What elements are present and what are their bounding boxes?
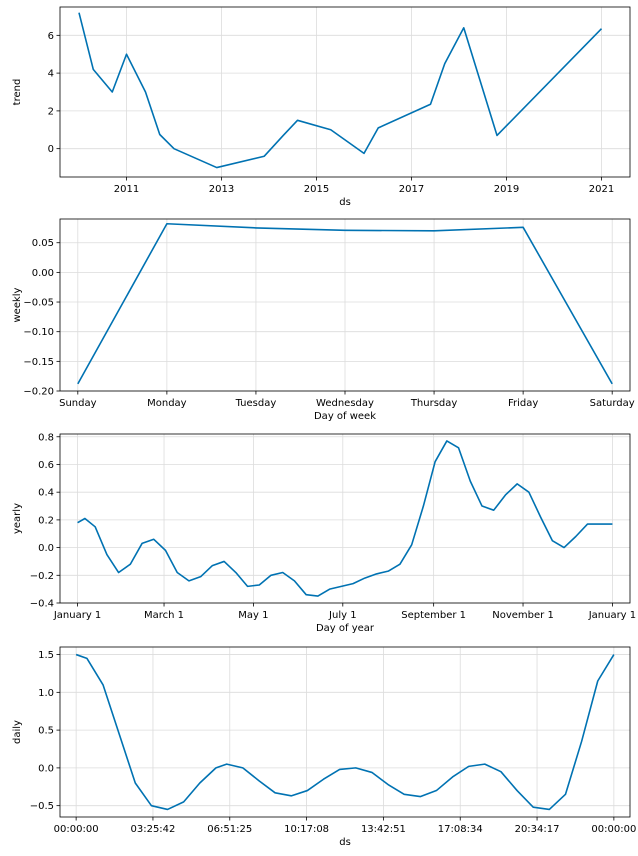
x-tick-label: 10:17:08 [284, 824, 329, 835]
x-tick-label: Thursday [410, 398, 458, 409]
y-tick-label: 0.8 [38, 432, 54, 443]
x-tick-label: Saturday [590, 398, 635, 409]
x-tick-label: 2013 [209, 184, 234, 195]
trend-series-line [78, 12, 603, 169]
weekly-series-line [77, 222, 613, 385]
panel-trend: 2011 2013 2015 2017 2019 2021 0 2 4 6 ds trend [12, 6, 631, 208]
x-tick-label: 00:00:00 [591, 824, 636, 835]
y-axis-label: yearly [12, 503, 23, 534]
x-tick-label: September 1 [401, 610, 466, 621]
x-tick-label: Monday [147, 398, 187, 409]
panel-yearly: January 1 March 1 May 1 July 1 September 1 No… [12, 432, 636, 634]
y-tick-label: −0.05 [23, 298, 54, 309]
x-tick-label: 17:08:34 [438, 824, 483, 835]
x-axis-label: ds [339, 837, 351, 848]
y-tick-label: 0.5 [38, 726, 54, 737]
x-tick-label: 2021 [589, 184, 614, 195]
panel-daily: 00:00:00 03:25:42 06:51:25 10:17:08 13:42:51… [12, 646, 636, 848]
y-tick-label: 0 [48, 144, 54, 155]
plot-area [60, 647, 630, 817]
y-tick-label: −0.15 [23, 357, 54, 368]
y-tick-label: 0.2 [38, 515, 54, 526]
x-tick-label: 20:34:17 [515, 824, 560, 835]
x-tick-label: Tuesday [235, 398, 277, 409]
axes-frame [59, 433, 631, 604]
y-tick-label: 2 [48, 106, 54, 117]
plot-area [60, 434, 630, 603]
x-tick-label: 2017 [399, 184, 424, 195]
y-tick-label: 0.0 [38, 763, 54, 774]
y-tick-label: −0.20 [23, 387, 54, 398]
x-tick-label: 2019 [494, 184, 519, 195]
axes-frame [59, 646, 631, 818]
x-tick-label: 13:42:51 [361, 824, 406, 835]
y-tick-label: −0.10 [23, 327, 54, 338]
x-tick-label: March 1 [144, 610, 184, 621]
y-axis-label: trend [12, 79, 23, 106]
x-tick-label: Friday [508, 398, 538, 409]
yearly-series-line [77, 440, 613, 597]
x-tick-label: Sunday [59, 398, 96, 409]
y-tick-label: −0.5 [30, 801, 54, 812]
x-axis-label: Day of year [316, 623, 375, 634]
x-tick-label: 06:51:25 [207, 824, 252, 835]
y-axis-label: daily [12, 720, 23, 744]
daily-series-line [75, 653, 615, 811]
x-tick-label: July 1 [328, 610, 357, 621]
y-tick-label: 0.00 [32, 268, 54, 279]
y-tick-label: 0.05 [32, 238, 54, 249]
x-tick-label: 03:25:42 [130, 824, 175, 835]
y-tick-label: 0.4 [38, 488, 54, 499]
x-axis-label: Day of week [314, 411, 376, 422]
x-axis-label: ds [339, 197, 351, 208]
x-tick-label: November 1 [492, 610, 554, 621]
x-tick-label: Wednesday [316, 398, 374, 409]
y-tick-label: 1.5 [38, 650, 54, 661]
x-tick-label: January 1 [588, 610, 636, 621]
x-tick-label: May 1 [238, 610, 268, 621]
x-tick-label: 2011 [114, 184, 139, 195]
x-tick-label: 00:00:00 [54, 824, 99, 835]
x-tick-label: 2015 [304, 184, 329, 195]
y-tick-label: −0.4 [30, 599, 54, 610]
y-tick-label: −0.2 [30, 571, 54, 582]
axes-frame [59, 6, 631, 178]
y-tick-label: 6 [48, 31, 54, 42]
x-tick-label: January 1 [53, 610, 101, 621]
y-axis-label: weekly [12, 287, 23, 322]
y-tick-label: 0.6 [38, 460, 54, 471]
y-tick-label: 1.0 [38, 688, 54, 699]
y-tick-label: 0.0 [38, 543, 54, 554]
panel-weekly: Sunday Monday Tuesday Wednesday Thursday Frid… [12, 218, 635, 422]
y-tick-label: 4 [48, 69, 54, 80]
